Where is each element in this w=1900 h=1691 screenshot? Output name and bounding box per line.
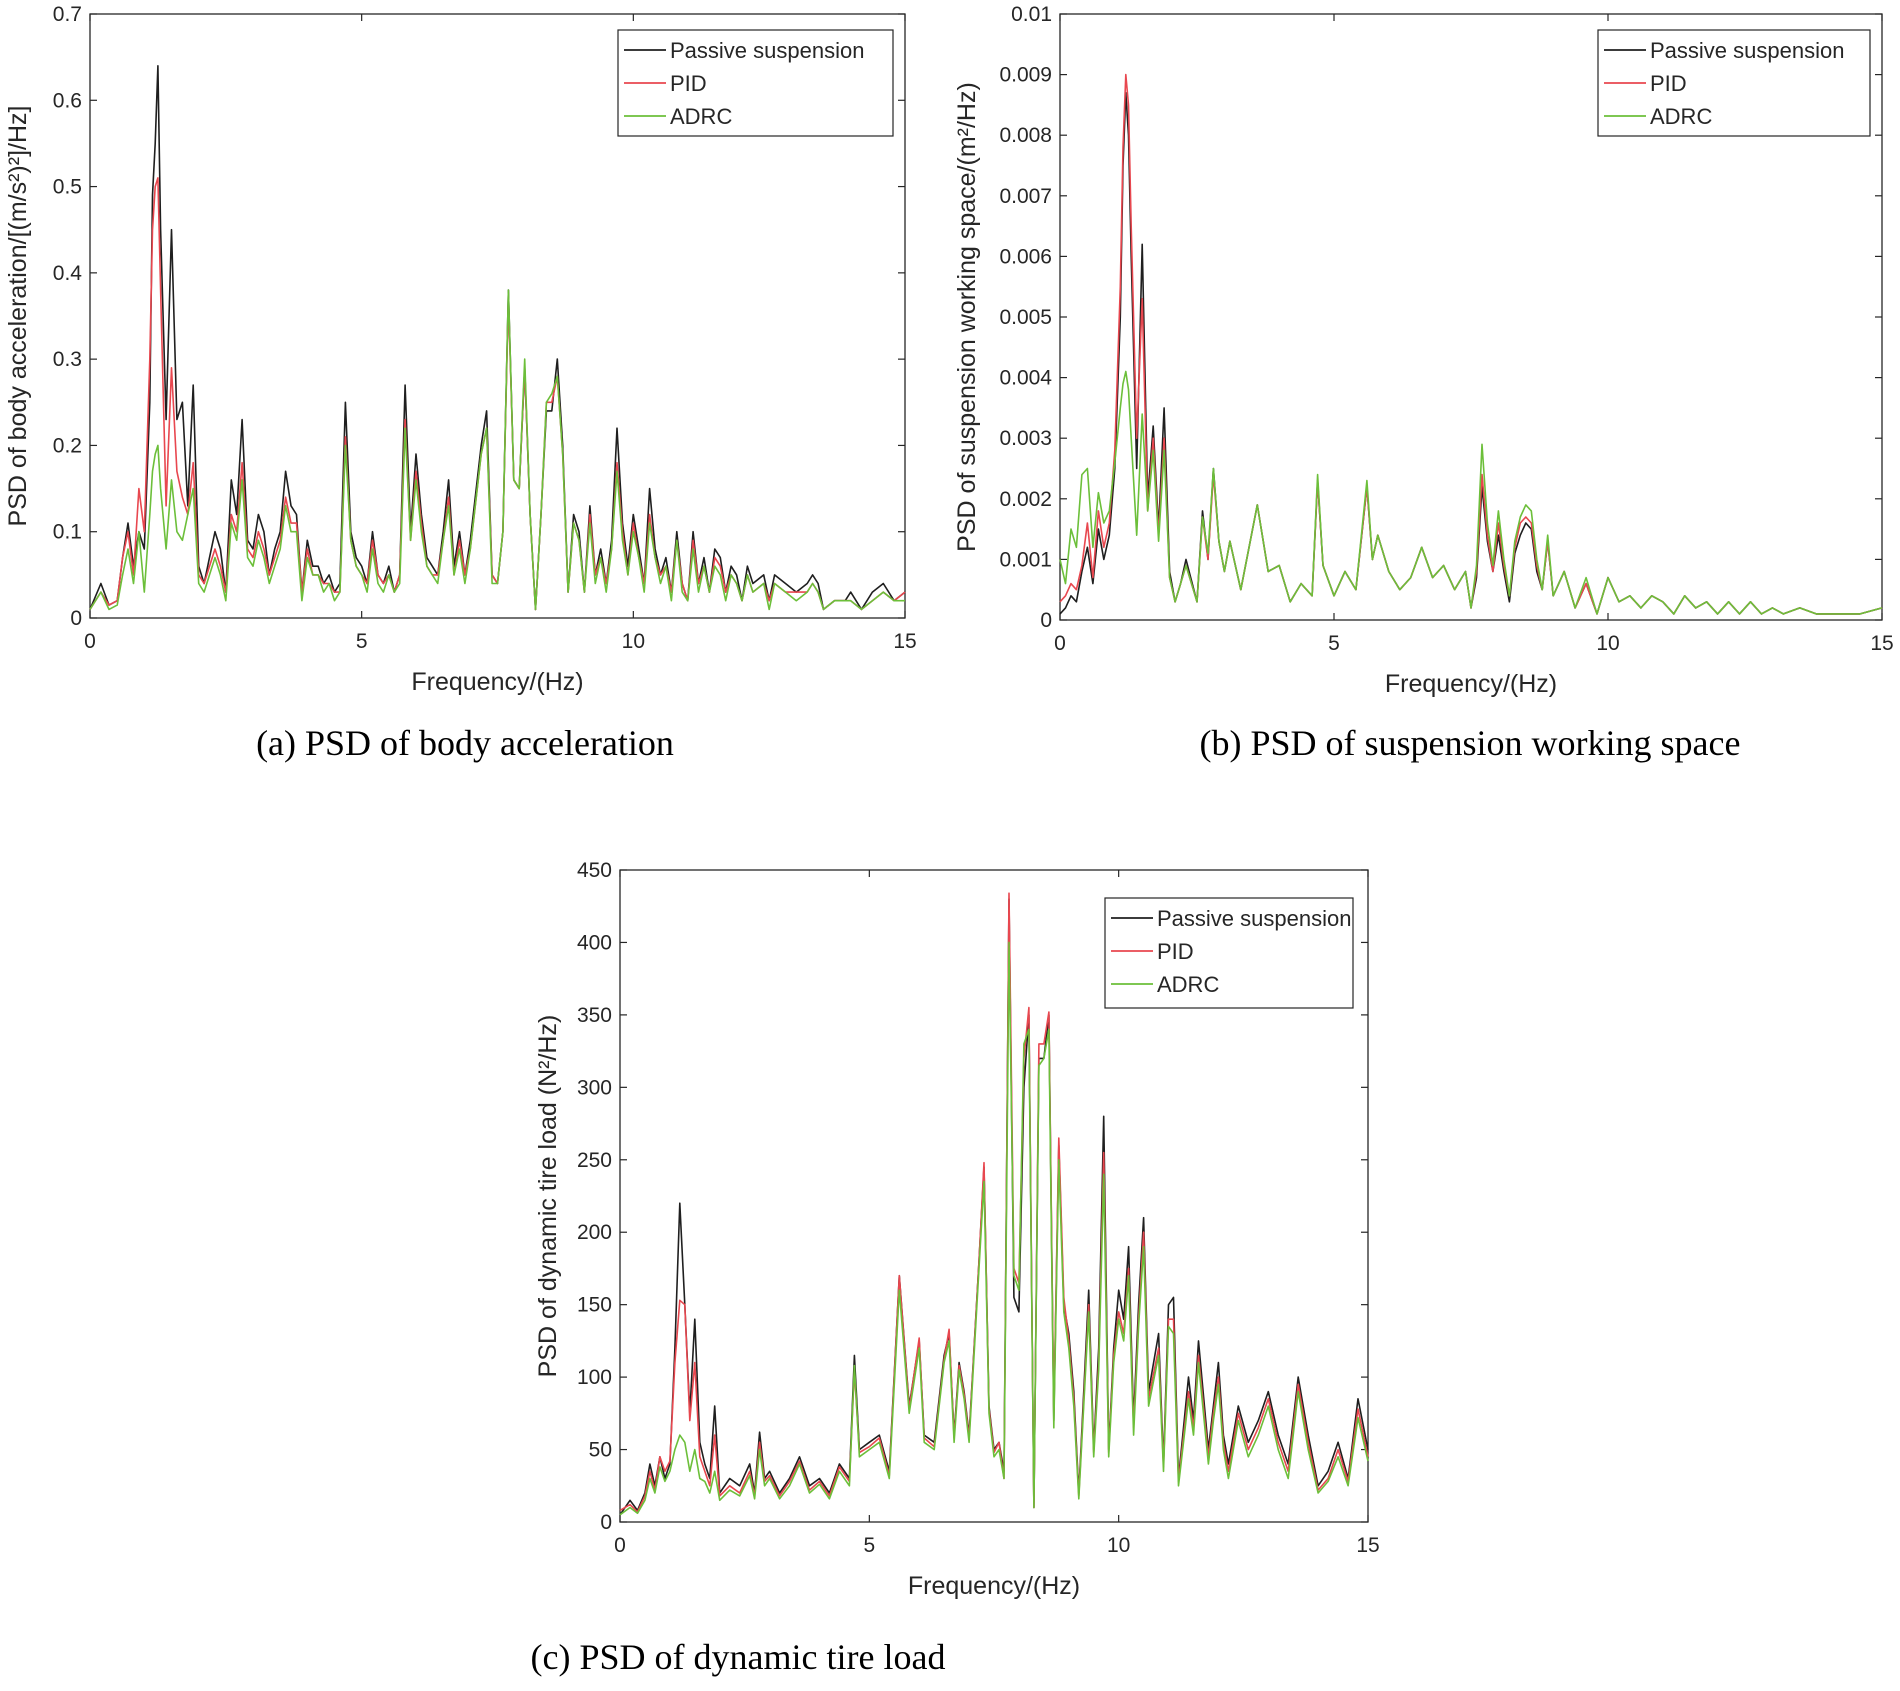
legend-label: Passive suspension [1157,906,1351,931]
legend-label: Passive suspension [1650,38,1844,63]
plot-frame [619,869,1369,1523]
x-tick-label: 0 [614,1534,626,1557]
y-tick-label: 0.004 [999,367,1052,390]
chart-caption: (c) PSD of dynamic tire load [531,1637,946,1677]
legend-label: PID [670,71,707,96]
x-axis-label: Frequency/(Hz) [411,668,583,696]
chart-a: 0 5 10 15 0 0.1 0.2 0.3 0.4 0.5 0.6 0.7 Frequency/(H… [4,3,917,763]
x-axis-label: Frequency/(Hz) [1385,670,1557,698]
series-line-adrc [619,941,1369,1516]
x-tick-label: 15 [1870,632,1893,655]
x-tick-label: 10 [1596,632,1619,655]
y-axis-label: PSD of dynamic tire load (N²/Hz) [534,1015,562,1378]
y-tick-label: 450 [577,859,612,882]
y-axis-label: PSD of body acceleration/[(m/s²)²]/Hz] [4,106,32,527]
legend-label: PID [1650,71,1687,96]
legend-label: ADRC [670,104,732,129]
y-tick-label: 50 [589,1439,612,1462]
legend-label: ADRC [1650,104,1712,129]
y-tick-label: 0.2 [53,434,82,457]
x-tick-label: 5 [863,1534,875,1557]
legend: Passive suspension PID ADRC [1597,29,1871,137]
x-tick-label: 5 [356,630,368,653]
y-axis-label: PSD of suspension working space/(m²/Hz) [953,82,981,552]
y-tick-label: 0 [600,1511,612,1534]
y-tick-label: 0 [70,607,82,630]
x-tick-label: 0 [84,630,96,653]
y-tick-label: 0.4 [53,262,83,285]
y-tick-label: 0.006 [999,245,1052,268]
y-tick-label: 0.7 [53,3,82,26]
x-tick-label: 15 [1356,1534,1379,1557]
y-tick-label: 0.1 [53,521,82,544]
y-tick-label: 0.005 [999,306,1052,329]
y-tick-label: 0 [1040,609,1052,632]
y-tick-label: 0.6 [53,89,82,112]
legend-label: PID [1157,939,1194,964]
legend: Passive suspension PID ADRC [1104,897,1354,1009]
y-tick-label: 0.01 [1011,3,1052,26]
y-tick-label: 0.009 [999,64,1052,87]
y-tick-label: 0.008 [999,124,1052,147]
series-line-adrc [1059,370,1883,615]
series-line-adrc [89,289,905,611]
legend-label: Passive suspension [670,38,864,63]
y-tick-label: 200 [577,1221,612,1244]
x-tick-label: 15 [893,630,916,653]
series-line-pid [89,177,906,611]
y-tick-label: 300 [577,1076,612,1099]
chart-caption: (b) PSD of suspension working space [1200,723,1741,763]
legend: Passive suspension PID ADRC [617,29,894,137]
x-tick-label: 10 [622,630,645,653]
x-tick-label: 0 [1054,632,1066,655]
y-tick-label: 150 [577,1294,612,1317]
x-axis-label: Frequency/(Hz) [908,1572,1080,1600]
y-tick-label: 250 [577,1149,612,1172]
y-tick-label: 350 [577,1004,612,1027]
y-tick-label: 0.007 [999,185,1052,208]
y-tick-label: 0.001 [999,548,1052,571]
y-tick-label: 0.3 [53,348,82,371]
chart-b: 0 5 10 15 0 0.001 0.002 0.003 0.004 0.005 0.006 0.0… [953,3,1894,763]
plot-frame [89,13,906,619]
legend-box [1104,897,1354,1009]
x-tick-label: 10 [1107,1534,1130,1557]
chart-c: 0 5 10 15050100150200250300350400450Frequen… [531,859,1380,1677]
x-tick-label: 5 [1328,632,1340,655]
y-tick-label: 0.5 [53,176,82,199]
legend-label: ADRC [1157,972,1219,997]
y-tick-label: 0.002 [999,488,1052,511]
y-tick-label: 0.003 [999,427,1052,450]
y-tick-label: 400 [577,931,612,954]
y-tick-label: 100 [577,1366,612,1389]
chart-caption: (a) PSD of body acceleration [256,723,674,763]
